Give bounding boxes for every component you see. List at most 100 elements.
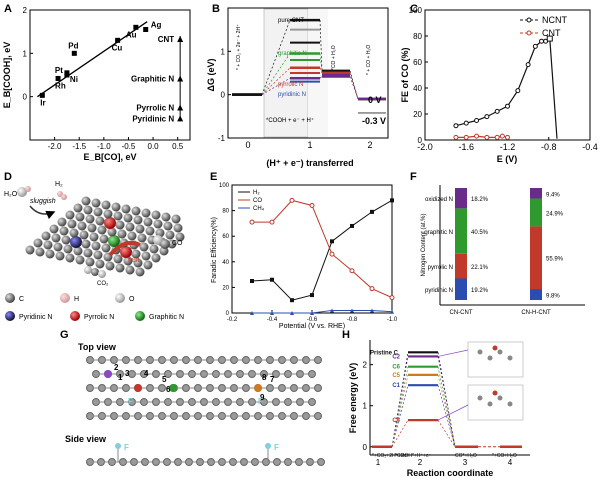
panel-e-point (350, 308, 354, 313)
side-f-atom (265, 443, 271, 449)
graphene-atom (152, 398, 160, 406)
panel-h-ylabel: Free energy (eV) (348, 363, 358, 434)
panel-f-bar-0-0 (455, 278, 467, 300)
panel-c-point (525, 62, 531, 68)
sheet-atom (111, 202, 121, 212)
inset-o-atom (492, 345, 498, 351)
h2-molecule-b (61, 194, 67, 200)
sheet-atom (55, 251, 65, 261)
panel-label-F: F (410, 171, 417, 183)
panel-c-point (532, 43, 538, 49)
sheet-atom (105, 261, 115, 271)
sheet-atom (133, 215, 143, 225)
sheet-atom (139, 242, 149, 252)
sheet-atom (125, 222, 135, 232)
graphene-atom (242, 412, 250, 420)
panel-a-doped-label: Pyrrolic N (136, 104, 174, 113)
graphene-atom (212, 398, 220, 406)
panel-c-legend-cnt: CNT (542, 28, 561, 38)
side-atom (152, 458, 160, 466)
sheet-atom (153, 219, 163, 229)
side-atom (284, 458, 292, 466)
panel-c-series-1 (455, 135, 508, 138)
sluggish-arrow (29, 205, 56, 220)
side-atom (229, 458, 237, 466)
sheet-atom (173, 223, 183, 233)
graphene-atom (212, 370, 220, 378)
sheet-atom (127, 231, 137, 241)
panel-a-xtick-label: -1.0 (97, 142, 111, 151)
panel-c-xtick-label: -0.4 (582, 142, 598, 152)
graphene-atom (86, 356, 94, 364)
panel-g-top-view: Top view (78, 342, 117, 352)
graphene-atom (86, 384, 94, 392)
sheet-atom (61, 235, 71, 245)
panel-a-point-ag (143, 27, 149, 32)
panel-b-connector (349, 70, 359, 100)
panel-a-doped-marker (177, 115, 184, 122)
sheet-atom (151, 210, 161, 220)
side-f-label: F (124, 443, 129, 452)
sheet-atom (51, 233, 61, 243)
panel-c-point (474, 133, 480, 139)
sheet-atom (141, 208, 151, 218)
panel-h-connector (437, 356, 456, 447)
sheet-atom (45, 249, 55, 259)
sheet-atom (113, 254, 123, 264)
graphene-atom (152, 370, 160, 378)
panel-h-ytick-label: 2 (363, 361, 368, 370)
panel-e-point (309, 202, 315, 208)
panel-g-f-label: F (258, 397, 263, 406)
sheet-atom (123, 213, 133, 223)
panel-g-f-label: F (128, 397, 133, 406)
sheet-atom (67, 219, 77, 229)
graphene-atom (158, 412, 166, 420)
panel-e-xlabel: Potential (V vs. RHE) (279, 323, 345, 330)
panel-d-legend-label: Pyridinic N (19, 314, 52, 321)
sheet-atom (165, 230, 175, 240)
panel-d-h2o: H₂O (4, 191, 18, 198)
panel-f-series-label: pyridinic N (425, 288, 453, 294)
side-atom (130, 458, 138, 466)
panel-h-connector (437, 374, 456, 447)
sheet-atom (70, 236, 82, 248)
graphene-atom (278, 384, 286, 392)
sheet-atom (167, 239, 177, 249)
panel-h-connector (437, 419, 456, 447)
graphene-atom (302, 356, 310, 364)
graphene-atom (98, 384, 106, 392)
inset-atom (507, 401, 513, 407)
sheet-atom (43, 240, 53, 250)
panel-a-point-ir (39, 92, 45, 98)
panel-e-point (250, 311, 254, 315)
inset-atom (497, 349, 503, 355)
panel-e-point (270, 277, 274, 282)
sheet-atom (143, 217, 153, 227)
graphene-atom (254, 356, 262, 364)
panel-e-ytick-label: 0 (226, 311, 230, 317)
inset-atom (497, 395, 503, 401)
graphene-atom (182, 412, 190, 420)
graphene-atom (158, 384, 166, 392)
panel-b-xtick-label: 0 (245, 140, 250, 150)
co2-molecule-c (91, 268, 99, 276)
panel-b-connector (319, 53, 323, 74)
panel-b-0v: 0 V (368, 95, 382, 105)
panel-f-bar-0-3 (455, 188, 467, 209)
panel-b-ytick-label: 1 (221, 47, 226, 56)
sheet-atom (131, 249, 141, 259)
sheet-atom (133, 258, 143, 268)
inset-atom (507, 355, 513, 361)
sheet-atom (145, 226, 155, 236)
graphene-atom (224, 398, 232, 406)
panel-c-ytick-label: 60 (413, 58, 422, 67)
panel-e-point (389, 295, 395, 301)
sheet-atom (101, 243, 111, 253)
panel-f-ylabel: Nitrogen Content (at.%) (421, 213, 427, 276)
dopant-site-red (134, 384, 142, 392)
panel-f-value-label: 19.2% (471, 288, 489, 294)
graphene-atom (230, 384, 238, 392)
panel-b-xlabel: (H⁺ + e⁻) transferred (266, 158, 353, 168)
graphene-atom (116, 398, 124, 406)
